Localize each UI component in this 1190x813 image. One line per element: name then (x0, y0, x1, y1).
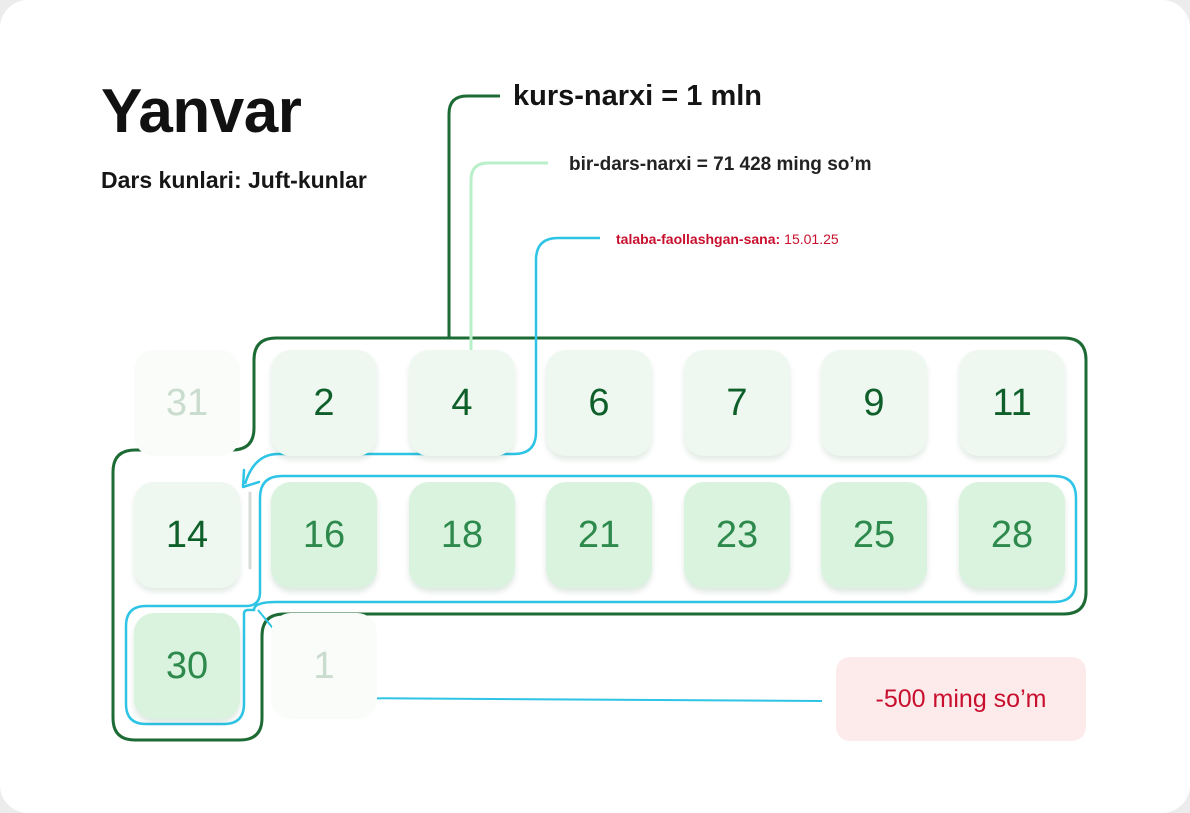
activation-date-label: talaba-faollashgan-sana: 15.01.25 (616, 230, 839, 248)
day-cell-18[interactable]: 18 (409, 482, 515, 588)
day-cell-14[interactable]: 14 (134, 482, 240, 588)
course-price-label: kurs-narxi = 1 mln (513, 80, 763, 112)
day-cell-21[interactable]: 21 (546, 482, 652, 588)
day-cell-30[interactable]: 30 (134, 613, 240, 719)
lesson-price-label: bir-dars-narxi = 71 428 ming so’m (569, 154, 872, 175)
activation-date-key: talaba-faollashgan-sana: (616, 231, 781, 247)
day-cell-1[interactable]: 1 (271, 613, 377, 719)
day-cell-16[interactable]: 16 (271, 482, 377, 588)
day-cell-28[interactable]: 28 (959, 482, 1065, 588)
day-cell-2[interactable]: 2 (271, 350, 377, 456)
day-cell-7[interactable]: 7 (684, 350, 790, 456)
day-cell-11[interactable]: 11 (959, 350, 1065, 456)
course-price-bracket (447, 94, 500, 337)
day-cell-4[interactable]: 4 (409, 350, 515, 456)
day-cell-23[interactable]: 23 (684, 482, 790, 588)
day-cell-31[interactable]: 31 (134, 350, 240, 456)
activation-date-value: 15.01.25 (784, 231, 839, 247)
day-cell-25[interactable]: 25 (821, 482, 927, 588)
day-cell-9[interactable]: 9 (821, 350, 927, 456)
activation-arrowhead (241, 468, 261, 489)
month-title: Yanvar (101, 77, 302, 146)
lesson-price-connector (469, 161, 548, 372)
day-cell-6[interactable]: 6 (546, 350, 652, 456)
refund-amount-badge: -500 ming so’m (836, 657, 1086, 741)
lesson-days-subtitle: Dars kunlari: Juft-kunlar (101, 167, 367, 193)
